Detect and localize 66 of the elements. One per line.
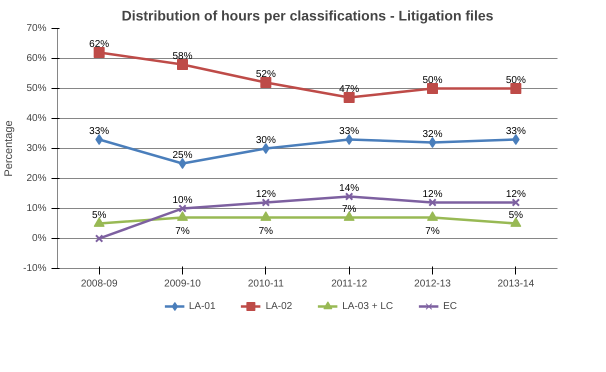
legend-label: LA-01 (188, 300, 216, 312)
data-label: 12% (422, 189, 443, 200)
point (94, 234, 104, 243)
data-label: 32% (422, 129, 443, 140)
y-tick-label: 70% (26, 23, 47, 34)
x-tick-label: 2009-10 (164, 278, 202, 290)
point (260, 211, 272, 221)
data-label: 62% (89, 39, 110, 50)
data-label: 12% (506, 189, 526, 200)
legend-label: LA-02 (266, 300, 292, 312)
point (344, 211, 355, 221)
point (428, 198, 437, 207)
data-label: 50% (506, 75, 526, 86)
point (178, 158, 186, 169)
point (427, 211, 438, 221)
point (262, 198, 270, 207)
point (344, 92, 355, 103)
point (177, 59, 188, 70)
point (95, 134, 103, 145)
data-label: 5% (508, 210, 524, 221)
y-tick-label: 10% (26, 203, 47, 214)
point (344, 192, 354, 201)
y-axis-title: Percentage (3, 120, 16, 177)
point (427, 83, 438, 94)
point (260, 77, 272, 88)
y-tick-label: 20% (26, 173, 47, 184)
data-label: 14% (339, 183, 360, 194)
y-tick-label: 60% (26, 53, 47, 64)
point (428, 137, 436, 148)
data-label: 50% (422, 75, 443, 86)
y-tick-label: 40% (26, 113, 47, 124)
y-tick-label: -10% (23, 263, 47, 274)
x-tick-label: 2011-12 (331, 278, 368, 290)
x-tick-label: 2008-09 (80, 278, 118, 290)
data-label: 10% (172, 195, 193, 206)
y-tick-label: 0% (32, 233, 47, 244)
point (94, 47, 105, 58)
data-label: 33% (339, 126, 360, 137)
point (178, 204, 187, 213)
point (512, 134, 520, 145)
legend-label: LA-03 + LC (342, 300, 394, 312)
y-tick-label: 50% (26, 83, 47, 94)
data-label: 52% (256, 69, 276, 80)
x-tick-label: 2013-14 (497, 278, 535, 290)
x-tick-label: 2010-11 (248, 278, 284, 290)
data-label: 5% (92, 210, 106, 221)
data-label: 12% (256, 189, 276, 200)
point (510, 83, 522, 94)
x-tick-label: 2012-13 (414, 278, 452, 290)
point (262, 143, 270, 154)
data-label: 7% (258, 226, 274, 237)
data-label: 7% (425, 226, 440, 237)
data-label: 25% (172, 150, 193, 161)
point (177, 211, 188, 221)
point (345, 134, 353, 145)
legend-label: EC (443, 300, 458, 312)
data-label: 58% (172, 51, 193, 62)
data-label: 33% (506, 126, 526, 137)
data-label: 30% (256, 135, 276, 146)
data-label: 33% (89, 126, 110, 137)
data-label: 47% (339, 84, 360, 95)
point (512, 198, 520, 207)
data-label: 7% (342, 204, 356, 215)
chart-title: Distribution of hours per classifications - Litigation files (122, 8, 494, 24)
data-label: 7% (175, 226, 190, 237)
y-tick-label: 30% (26, 143, 47, 154)
